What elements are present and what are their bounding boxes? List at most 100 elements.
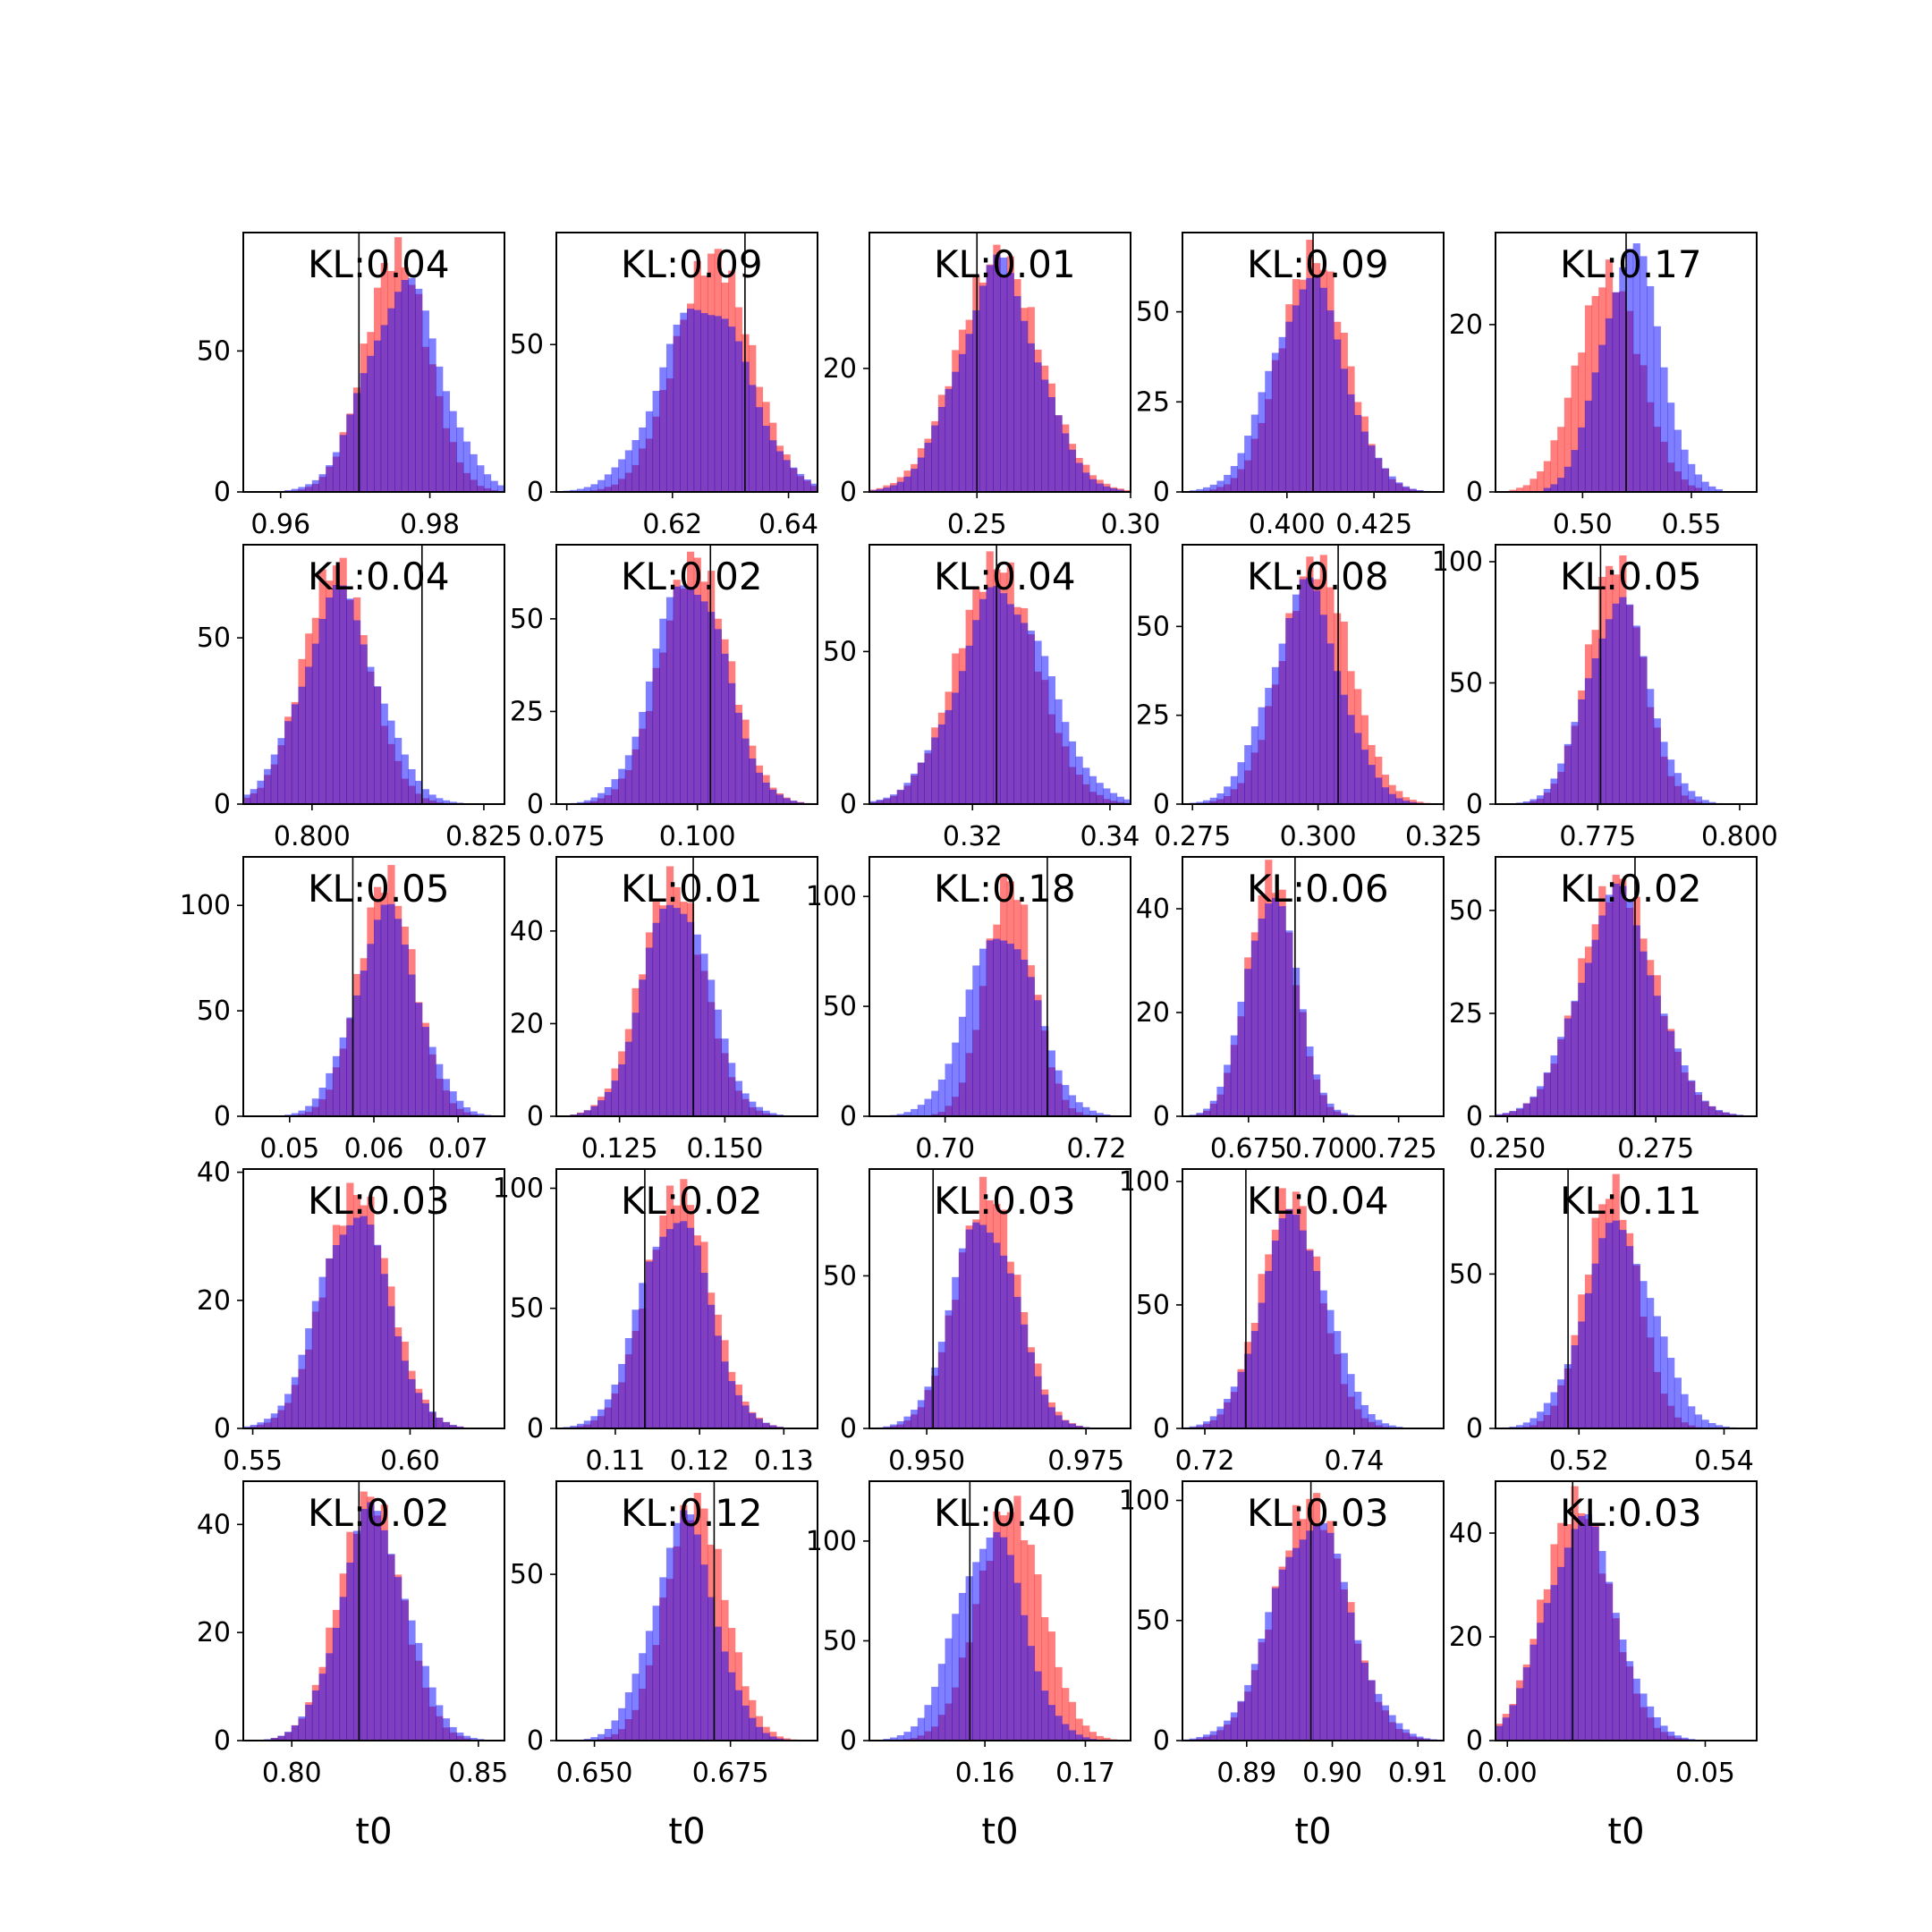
hist-bar: [769, 1736, 777, 1741]
y-tick-label: 20: [1136, 997, 1170, 1029]
hist-bar: [1557, 1379, 1565, 1428]
hist-bar: [869, 801, 877, 804]
hist-bar: [470, 453, 478, 492]
hist-bar: [734, 712, 742, 804]
subplot-21: 0 20 40 0.80 0.85 KL:0.02 t0: [197, 1480, 508, 1852]
y-tick-label: 50: [1449, 1258, 1483, 1290]
hist-bar: [1571, 365, 1579, 492]
y-tick-label: 25: [1136, 386, 1170, 418]
hist-bar: [1075, 1102, 1083, 1116]
hist-bar: [1563, 743, 1572, 804]
hist-bar: [1244, 745, 1252, 804]
hist-bar: [1000, 257, 1008, 492]
y-tick-label: 0: [214, 1101, 231, 1132]
series-2: [869, 586, 1131, 804]
hist-bar: [1082, 1106, 1090, 1116]
hist-bar: [590, 1106, 598, 1116]
hist-bar: [1055, 1415, 1063, 1428]
hist-bar: [1034, 640, 1042, 804]
hist-bar: [305, 484, 313, 492]
hist-bar: [687, 589, 695, 804]
x-tick-label: 0.250: [1469, 1133, 1546, 1165]
hist-bar: [659, 618, 667, 804]
hist-bar: [1292, 1547, 1301, 1741]
hist-bar: [1660, 741, 1668, 804]
hist-bar: [1285, 321, 1293, 492]
hist-bar: [1082, 767, 1090, 804]
hist-bar: [1640, 1281, 1648, 1428]
hist-bar: [721, 318, 729, 492]
hist-bar: [1395, 482, 1403, 492]
hist-bar: [1285, 1556, 1293, 1741]
hist-bar: [284, 721, 292, 804]
kl-annotation: KL:0.03: [1247, 1491, 1389, 1535]
hist-bar: [1047, 396, 1055, 492]
hist-bar: [1313, 276, 1321, 492]
hist-bar: [979, 948, 987, 1116]
hist-bar: [673, 908, 681, 1116]
hist-bar: [1034, 1376, 1042, 1428]
subplot-9: 0 25 50 0.275 0.300 0.325 KL:0.08: [1136, 544, 1482, 852]
x-axis-label: t0: [1607, 1811, 1644, 1852]
hist-bar: [1632, 625, 1640, 804]
hist-bar: [421, 1402, 429, 1428]
subplot-24: 0 50 100 0.89 0.90 0.91 KL:0.03 t0: [1119, 1480, 1448, 1852]
hist-bar: [1543, 461, 1551, 492]
hist-bar: [1306, 1046, 1314, 1116]
hist-bar: [931, 1367, 939, 1428]
hist-bar: [470, 1111, 478, 1116]
hist-bar: [318, 1276, 326, 1428]
hist-bar: [890, 1737, 898, 1741]
x-tick-label: 0.55: [1662, 509, 1722, 540]
hist-bar: [428, 1046, 436, 1116]
hist-bar: [611, 1080, 619, 1116]
hist-bar: [1640, 256, 1648, 492]
hist-bar: [796, 801, 805, 804]
hist-bar: [570, 1426, 578, 1428]
hist-bar: [1103, 486, 1111, 492]
hist-bar: [408, 277, 416, 492]
hist-bar: [1660, 1336, 1668, 1428]
hist-bar: [1653, 718, 1661, 804]
hist-bar: [490, 480, 498, 492]
hist-bar: [631, 439, 640, 492]
y-tick-label: 0: [214, 789, 231, 820]
hist-bar: [1340, 1113, 1348, 1116]
hist-bar: [993, 938, 1001, 1116]
hist-bar: [1096, 1735, 1104, 1741]
hist-bar: [755, 1419, 764, 1428]
hist-bar: [577, 801, 585, 804]
hist-bar: [624, 1338, 633, 1428]
x-tick-label: 0.00: [1478, 1758, 1538, 1789]
hist-bar: [408, 768, 416, 804]
hist-bar: [604, 1728, 612, 1741]
hist-bar: [693, 594, 701, 804]
hist-bar: [611, 1720, 619, 1741]
hist-bar: [645, 681, 654, 804]
hist-bar: [570, 489, 578, 492]
hist-bar: [1360, 1404, 1368, 1428]
hist-bar: [1021, 623, 1029, 804]
x-tick-label: 0.54: [1694, 1445, 1754, 1477]
x-tick-label: 0.075: [529, 821, 606, 852]
hist-bar: [1537, 795, 1545, 804]
hist-bar: [374, 340, 382, 492]
hist-bar: [937, 406, 946, 492]
hist-bar: [1543, 789, 1551, 804]
hist-bar: [1647, 285, 1655, 492]
hist-bar: [1313, 590, 1321, 804]
hist-bar: [986, 1538, 994, 1741]
hist-bar: [665, 343, 674, 492]
hist-bar: [665, 1547, 674, 1741]
hist-bar: [1354, 1392, 1362, 1428]
hist-bar: [250, 789, 258, 804]
hist-bar: [1667, 1358, 1675, 1428]
hist-bar: [1509, 489, 1517, 492]
hist-bar: [1612, 1220, 1620, 1428]
hist-bar: [577, 488, 585, 492]
hist-bar: [1626, 901, 1634, 1116]
y-tick-label: 0: [527, 477, 544, 508]
hist-bar: [1660, 1013, 1668, 1116]
y-tick-label: 50: [510, 329, 544, 360]
hist-bar: [708, 612, 716, 804]
